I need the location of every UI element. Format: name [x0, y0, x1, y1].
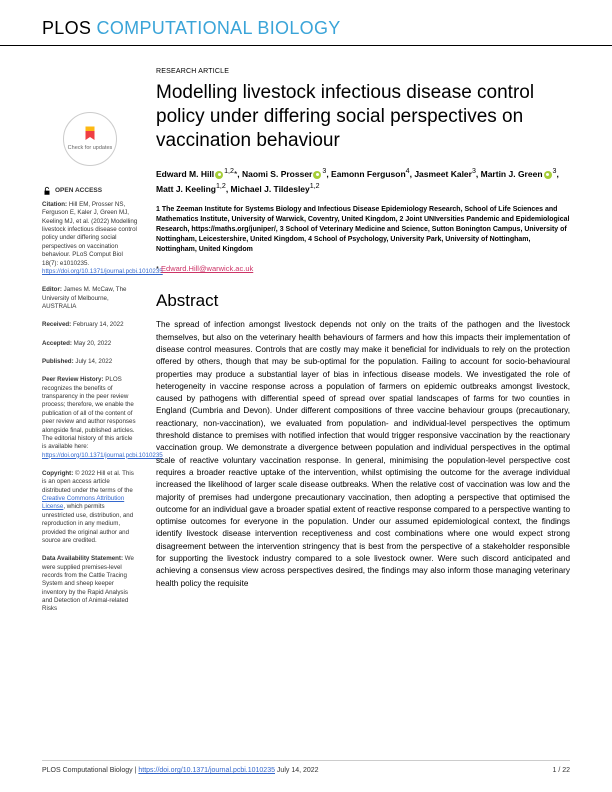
orcid-icon[interactable] — [215, 171, 223, 179]
footer-doi-link[interactable]: https://doi.org/10.1371/journal.pcbi.101… — [138, 767, 275, 774]
accepted-text: May 20, 2022 — [72, 340, 111, 347]
accepted-label: Accepted: — [42, 340, 72, 347]
sidebar: Check for updates OPEN ACCESS Citation: … — [0, 46, 148, 624]
published-block: Published: July 14, 2022 — [42, 358, 138, 366]
orcid-icon[interactable] — [544, 171, 552, 179]
open-access-label: OPEN ACCESS — [55, 187, 102, 196]
footer-left: PLOS Computational Biology | https://doi… — [42, 767, 319, 774]
author-3: , Eamonn Ferguson — [326, 169, 405, 179]
citation-label: Citation: — [42, 201, 67, 208]
abstract-body: The spread of infection amongst livestoc… — [156, 319, 570, 590]
bookmark-icon — [81, 125, 99, 143]
peer-review-block: Peer Review History: PLOS recognizes the… — [42, 376, 138, 460]
author-2: , Naomi S. Prosser — [237, 169, 312, 179]
author-1-aff: 1,2 — [224, 167, 234, 175]
citation-doi-link[interactable]: https://doi.org/10.1371/journal.pcbi.101… — [42, 268, 163, 275]
editor-block: Editor: James M. McCaw, The University o… — [42, 286, 138, 311]
published-text: July 14, 2022 — [74, 358, 113, 365]
author-6-aff: 1,2 — [216, 182, 226, 190]
authors-list: Edward M. Hill1,2*, Naomi S. Prosser3, E… — [156, 166, 570, 195]
open-lock-icon — [42, 186, 52, 196]
peer-doi-link[interactable]: https://doi.org/10.1371/journal.pcbi.101… — [42, 452, 163, 459]
main-column: RESEARCH ARTICLE Modelling livestock inf… — [148, 46, 612, 624]
journal-plos: PLOS — [42, 18, 91, 38]
citation-block: Citation: Hill EM, Prosser NS, Ferguson … — [42, 201, 138, 276]
editor-label: Editor: — [42, 286, 62, 293]
article-type: RESEARCH ARTICLE — [156, 68, 570, 75]
check-updates-badge[interactable]: Check for updates — [63, 112, 117, 166]
author-4: , Jasmeet Kaler — [410, 169, 472, 179]
received-text: February 14, 2022 — [71, 321, 123, 328]
data-text: We were supplied premises-level records … — [42, 555, 134, 612]
article-title: Modelling livestock infectious disease c… — [156, 81, 570, 152]
footer-date: July 14, 2022 — [275, 767, 319, 774]
affiliations-text: 1 The Zeeman Institute for Systems Biolo… — [156, 206, 569, 252]
footer-journal: PLOS Computational Biology | — [42, 767, 138, 774]
copyright-block: Copyright: © 2022 Hill et al. This is an… — [42, 470, 138, 545]
received-label: Received: — [42, 321, 71, 328]
citation-text: Hill EM, Prosser NS, Ferguson E, Kaler J… — [42, 201, 137, 267]
open-access-badge: OPEN ACCESS — [42, 186, 138, 196]
journal-comp: COMPUTATIONAL BIOLOGY — [97, 18, 341, 38]
data-label: Data Availability Statement: — [42, 555, 123, 562]
check-updates-label: Check for updates — [68, 145, 113, 152]
journal-header: PLOS COMPUTATIONAL BIOLOGY — [0, 0, 612, 46]
abstract-heading: Abstract — [156, 291, 570, 311]
received-block: Received: February 14, 2022 — [42, 321, 138, 329]
data-availability-block: Data Availability Statement: We were sup… — [42, 555, 138, 614]
correspondence: * Edward.Hill@warwick.ac.uk — [156, 264, 570, 273]
orcid-icon[interactable] — [313, 171, 321, 179]
page-content: Check for updates OPEN ACCESS Citation: … — [0, 46, 612, 624]
peer-text: PLOS recognizes the benefits of transpar… — [42, 376, 136, 450]
page-number: 1 / 22 — [552, 767, 570, 774]
affiliations: 1 The Zeeman Institute for Systems Biolo… — [156, 205, 570, 254]
author-1: Edward M. Hill — [156, 169, 214, 179]
author-7: , Michael J. Tildesley — [226, 184, 310, 194]
page-footer: PLOS Computational Biology | https://doi… — [42, 760, 570, 774]
peer-label: Peer Review History: — [42, 376, 104, 383]
corr-email-link[interactable]: Edward.Hill@warwick.ac.uk — [161, 264, 253, 273]
copyright-label: Copyright: — [42, 470, 73, 477]
author-7-aff: 1,2 — [310, 182, 320, 190]
published-label: Published: — [42, 358, 74, 365]
journal-name: PLOS COMPUTATIONAL BIOLOGY — [42, 18, 570, 39]
author-5: , Martin J. Green — [476, 169, 543, 179]
accepted-block: Accepted: May 20, 2022 — [42, 340, 138, 348]
